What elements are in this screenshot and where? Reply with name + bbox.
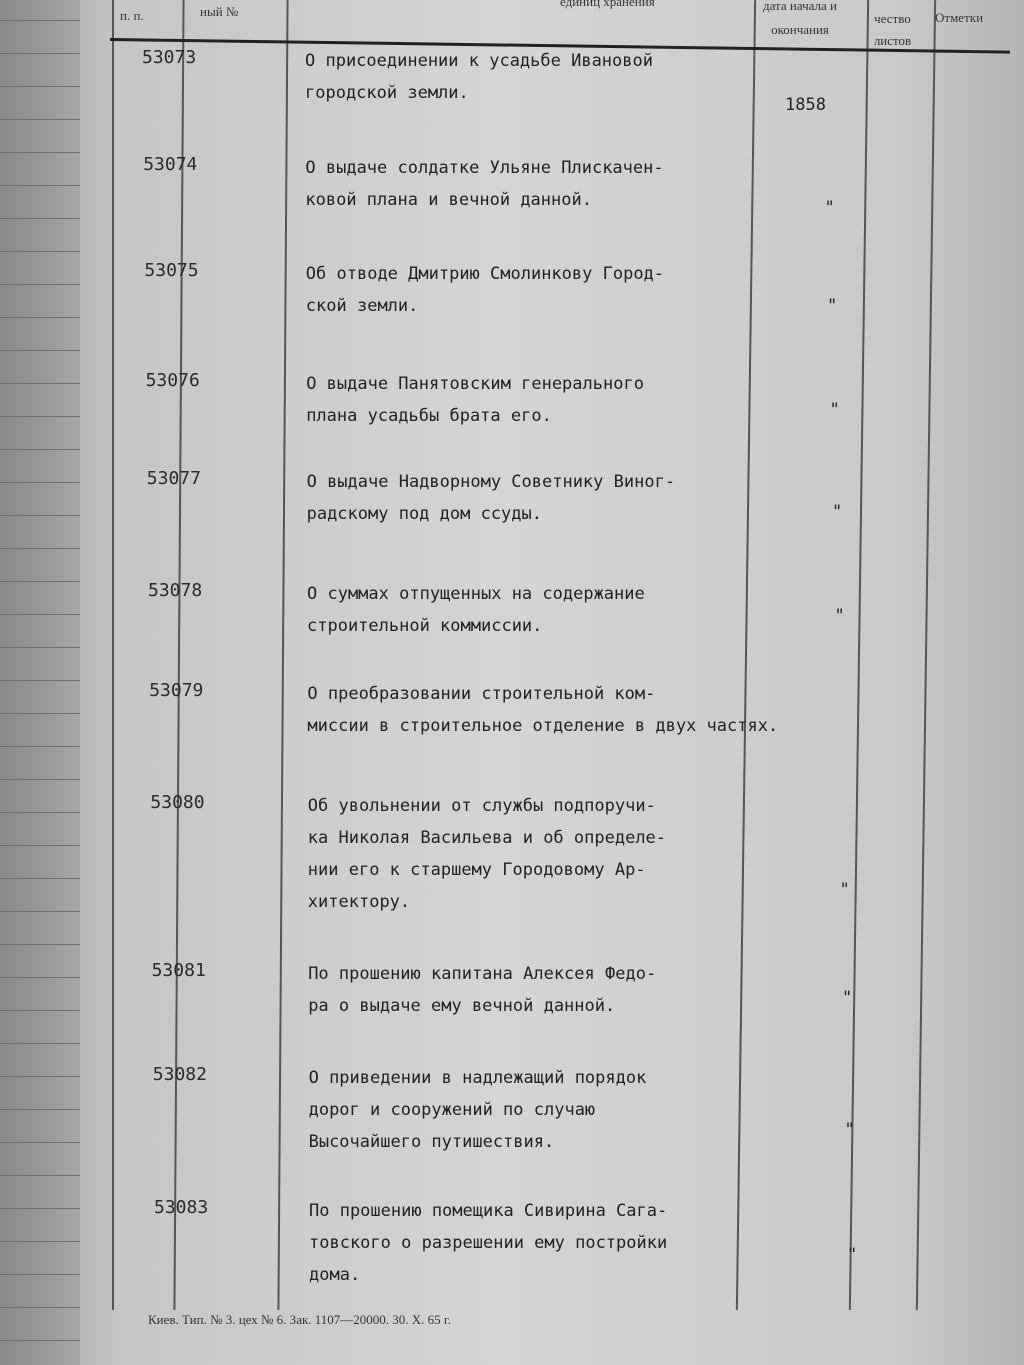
record-number: 53075 — [144, 260, 199, 281]
printer-imprint: Киев. Тип. № 3. цех № 6. Зак. 1107—20000… — [148, 1312, 452, 1327]
ledger-line — [0, 218, 80, 219]
record-date: " — [829, 400, 840, 420]
record-date: " — [839, 880, 850, 900]
record-date: " — [847, 1245, 858, 1265]
ledger-line — [0, 185, 80, 186]
header-col-inventory: ный № — [200, 4, 239, 19]
ledger-line — [0, 614, 80, 615]
record-title: О присоединении к усадьбе Ивановой город… — [305, 51, 653, 103]
ledger-line — [0, 1142, 80, 1143]
record-date: " — [842, 988, 853, 1008]
ledger-line — [0, 1076, 80, 1077]
ledger-line — [0, 1274, 80, 1275]
ledger-line — [0, 1307, 80, 1308]
column-divider — [173, 0, 185, 1310]
record-date: " — [827, 296, 838, 316]
record-date: 1858 — [785, 95, 826, 115]
ledger-line — [0, 1241, 80, 1242]
ledger-line — [0, 746, 80, 747]
ledger-line — [0, 944, 80, 945]
ledger-line — [0, 1175, 80, 1176]
record-title: О выдаче Панятовским генерального плана … — [306, 374, 644, 426]
record-title: О выдаче Надворному Советнику Виног- рад… — [306, 472, 676, 524]
header-col-dates: дата начала и окончания — [762, 0, 837, 37]
record-title: Об отводе Дмитрию Смолинкову Город- ской… — [305, 264, 665, 316]
record-number: 53082 — [152, 1064, 207, 1085]
ledger-line — [0, 779, 80, 780]
record-date: " — [844, 1120, 855, 1140]
record-date: " — [832, 502, 843, 522]
header-col-title: единиц хранения — [560, 0, 655, 9]
header-col-number: п. п. — [120, 8, 144, 23]
ledger-line — [0, 449, 80, 450]
record-number: 53083 — [154, 1197, 209, 1218]
ledger-line — [0, 53, 80, 54]
column-divider — [915, 0, 936, 1310]
column-divider — [112, 0, 114, 1310]
record-number: 53076 — [145, 370, 200, 391]
ledger-line — [0, 548, 80, 549]
ledger-line — [0, 86, 80, 87]
record-title: Об увольнении от службы подпоручи- ка Ни… — [307, 796, 667, 912]
ledger-line — [0, 482, 80, 483]
ledger-line — [0, 317, 80, 318]
ledger-line — [0, 1043, 80, 1044]
record-number: 53081 — [151, 960, 206, 981]
record-title: По прошению капитана Алексея Федо- ра о … — [308, 964, 657, 1016]
previous-page-edge — [0, 0, 80, 1365]
record-title: О суммах отпущенных на содержание строит… — [307, 584, 645, 636]
ledger-line — [0, 1340, 80, 1341]
record-number: 53073 — [142, 47, 197, 68]
record-title: О приведении в надлежащий порядок дорог … — [308, 1068, 647, 1152]
ledger-line — [0, 350, 80, 351]
ledger-line — [0, 1208, 80, 1209]
header-col-sheets: чество листов — [873, 11, 912, 48]
record-title: О выдаче солдатке Ульяне Плискачен- ково… — [305, 158, 664, 210]
record-title: О преобразовании строительной ком- мисси… — [307, 684, 779, 736]
record-number: 53078 — [148, 580, 203, 601]
ledger-line — [0, 119, 80, 120]
ledger-line — [0, 713, 80, 714]
ledger-line — [0, 680, 80, 681]
ledger-line — [0, 845, 80, 846]
record-number: 53079 — [149, 680, 204, 701]
ledger-line — [0, 383, 80, 384]
ledger-line — [0, 812, 80, 813]
ledger-line — [0, 416, 80, 417]
ledger-line — [0, 1109, 80, 1110]
ledger-line — [0, 878, 80, 879]
record-number: 53074 — [143, 154, 198, 175]
ledger-line — [0, 251, 80, 252]
ledger-line — [0, 977, 80, 978]
ledger-line — [0, 911, 80, 912]
record-date: " — [824, 198, 835, 218]
ledger-line — [0, 20, 80, 21]
ledger-line — [0, 152, 80, 153]
record-number: 53080 — [150, 792, 205, 813]
ledger-line — [0, 1010, 80, 1011]
column-divider — [277, 0, 289, 1310]
ledger-line — [0, 515, 80, 516]
record-number: 53077 — [146, 468, 201, 489]
ledger-line — [0, 581, 80, 582]
ledger-line — [0, 284, 80, 285]
header-col-notes: Отметки — [935, 10, 984, 25]
record-title: По прошению помещика Сивирина Сага- товс… — [309, 1201, 668, 1285]
record-date: " — [834, 606, 845, 626]
ledger-line — [0, 647, 80, 648]
